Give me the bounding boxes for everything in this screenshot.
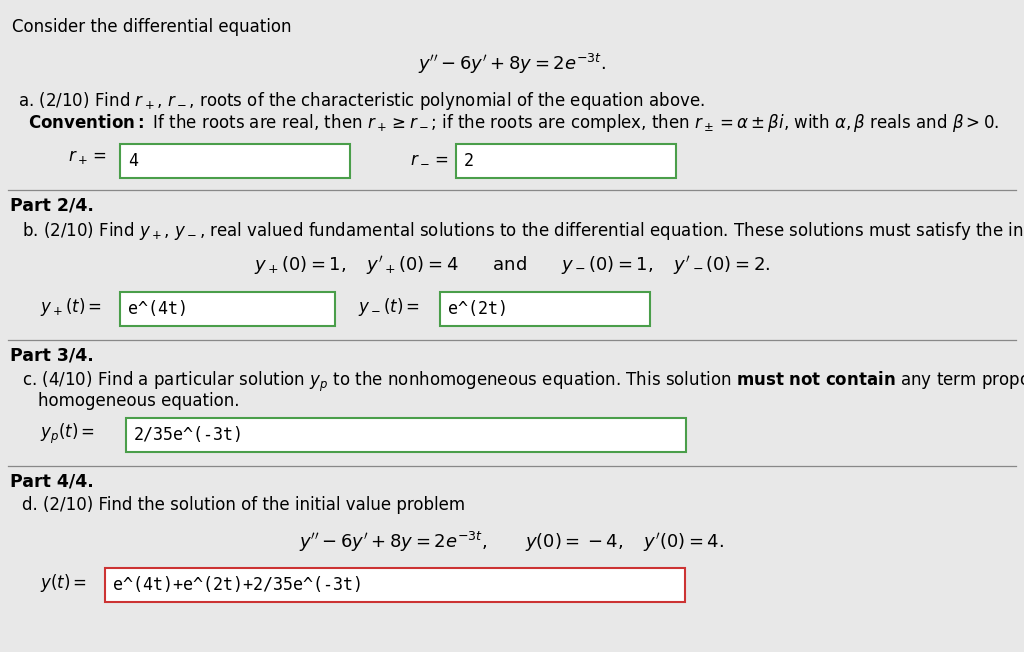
Text: e^(4t): e^(4t) xyxy=(128,300,188,318)
Text: $r_- =$: $r_- =$ xyxy=(410,148,449,166)
Text: e^(2t): e^(2t) xyxy=(449,300,508,318)
Text: Part 4/4.: Part 4/4. xyxy=(10,472,94,490)
FancyBboxPatch shape xyxy=(120,144,350,178)
Text: c. (4/10) Find a particular solution $y_p$ to the nonhomogeneous equation. This : c. (4/10) Find a particular solution $y_… xyxy=(22,370,1024,394)
Text: d. (2/10) Find the solution of the initial value problem: d. (2/10) Find the solution of the initi… xyxy=(22,496,465,514)
Text: $y_+(0) = 1, \quad y'_+(0) = 4 \qquad \mathrm{and} \qquad y_-(0) = 1, \quad y'_-: $y_+(0) = 1, \quad y'_+(0) = 4 \qquad \m… xyxy=(254,254,770,277)
FancyBboxPatch shape xyxy=(105,568,685,602)
Text: $y_+(t) =$: $y_+(t) =$ xyxy=(40,296,102,318)
Text: $y'' - 6y' + 8y = 2e^{-3t}.$: $y'' - 6y' + 8y = 2e^{-3t}.$ xyxy=(418,52,606,76)
Text: $y_-(t) =$: $y_-(t) =$ xyxy=(358,296,420,318)
Text: b. (2/10) Find $y_+$, $y_-$, real valued fundamental solutions to the differenti: b. (2/10) Find $y_+$, $y_-$, real valued… xyxy=(22,220,1024,242)
Text: a. (2/10) Find $r_+$, $r_-$, roots of the characteristic polynomial of the equat: a. (2/10) Find $r_+$, $r_-$, roots of th… xyxy=(18,90,706,112)
Text: e^(4t)+e^(2t)+2/35e^(-3t): e^(4t)+e^(2t)+2/35e^(-3t) xyxy=(113,576,362,594)
Text: 2: 2 xyxy=(464,152,474,170)
Text: Part 3/4.: Part 3/4. xyxy=(10,346,94,364)
Text: $y'' - 6y' + 8y = 2e^{-3t}, \qquad y(0) = -4, \quad y'(0) = 4.$: $y'' - 6y' + 8y = 2e^{-3t}, \qquad y(0) … xyxy=(299,530,725,554)
FancyBboxPatch shape xyxy=(440,292,650,326)
Text: homogeneous equation.: homogeneous equation. xyxy=(38,392,240,410)
Text: $y_p(t) =$: $y_p(t) =$ xyxy=(40,422,95,446)
Text: 4: 4 xyxy=(128,152,138,170)
Text: $y(t) =$: $y(t) =$ xyxy=(40,572,87,594)
FancyBboxPatch shape xyxy=(120,292,335,326)
Text: 2/35e^(-3t): 2/35e^(-3t) xyxy=(134,426,244,444)
FancyBboxPatch shape xyxy=(126,418,686,452)
Text: $r_+ =$: $r_+ =$ xyxy=(68,148,106,166)
Text: Part 2/4.: Part 2/4. xyxy=(10,196,94,214)
Text: Consider the differential equation: Consider the differential equation xyxy=(12,18,292,36)
FancyBboxPatch shape xyxy=(456,144,676,178)
Text: $\mathbf{Convention:}$ If the roots are real, then $r_+ \geq r_-$; if the roots : $\mathbf{Convention:}$ If the roots are … xyxy=(28,112,999,134)
